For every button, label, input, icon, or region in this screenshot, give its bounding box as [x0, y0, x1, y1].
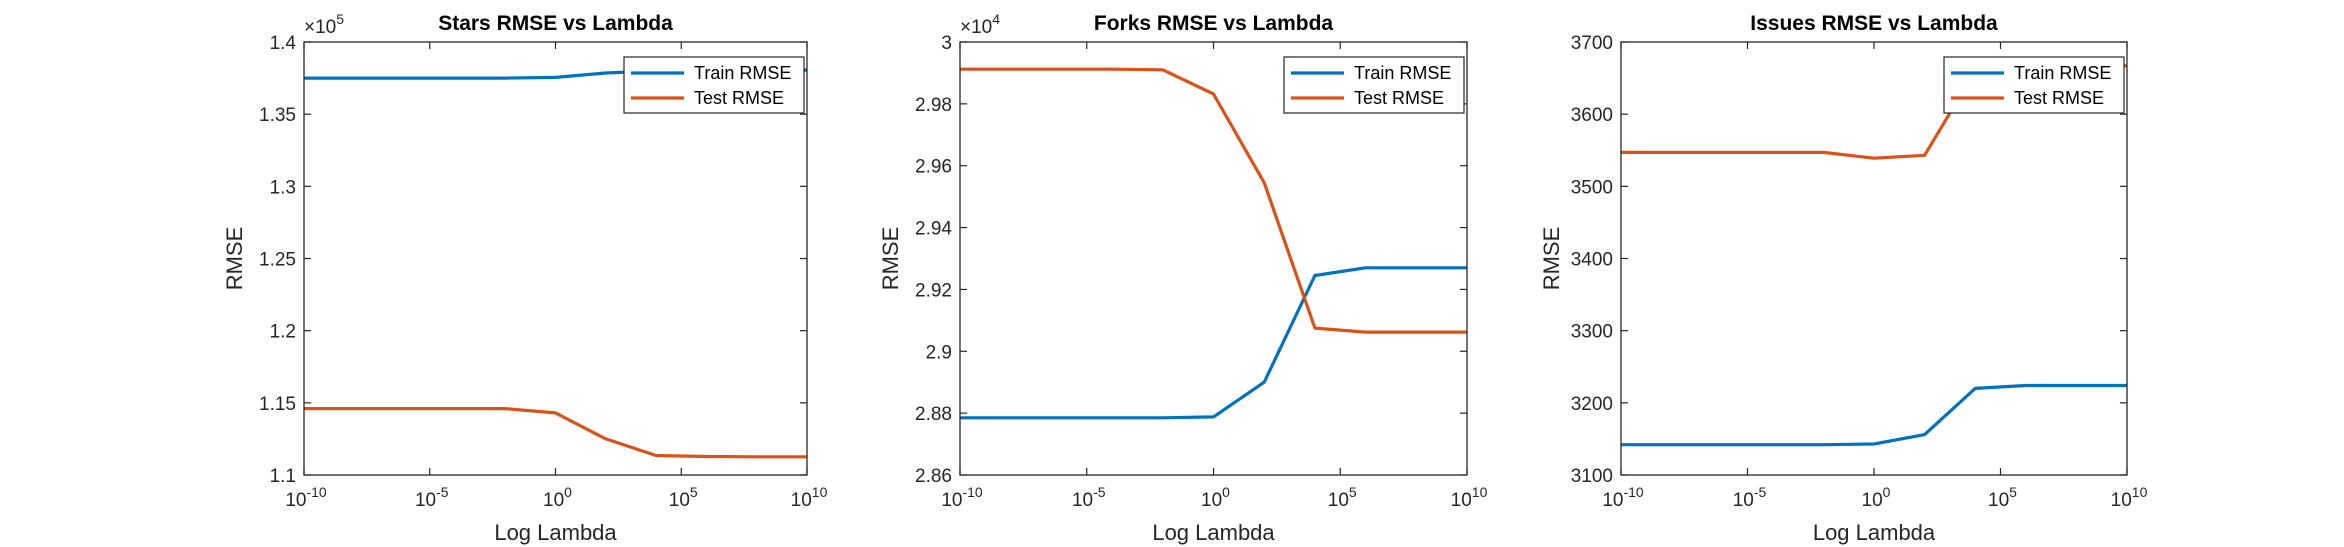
legend-label-train: Train RMSE — [1354, 63, 1451, 83]
legend-label-train: Train RMSE — [2014, 63, 2111, 83]
legend-label-test: Test RMSE — [2014, 88, 2104, 108]
y-tick-label: 3400 — [1571, 250, 1613, 271]
y-tick-label: 1.4 — [270, 33, 297, 54]
y-tick-label: 3 — [941, 33, 952, 54]
y-tick-label: 1.35 — [259, 105, 296, 126]
y-tick-label: 3700 — [1571, 33, 1613, 54]
y-tick-label: 2.96 — [915, 157, 952, 178]
y-tick-label: 2.86 — [915, 466, 952, 487]
y-tick-label: 2.92 — [915, 280, 952, 301]
y-tick-label: 1.15 — [259, 394, 296, 415]
y-tick-label: 3100 — [1571, 466, 1613, 487]
legend-box — [623, 56, 805, 114]
y-tick-label: 1.25 — [259, 250, 296, 271]
y-tick-label: 2.98 — [915, 95, 952, 116]
train-rmse-line — [960, 266, 1467, 420]
x-axis-label: Log Lambda — [494, 520, 617, 545]
x-axis-label: Log Lambda — [1813, 520, 1936, 545]
legend-label-train: Train RMSE — [694, 63, 791, 83]
y-tick-label: 1.2 — [270, 322, 296, 343]
chart-title: Stars RMSE vs Lambda — [438, 12, 673, 35]
y-tick-label: 3500 — [1571, 177, 1613, 198]
train-rmse-line — [1621, 383, 2127, 447]
y-tick-label: 3300 — [1571, 322, 1613, 343]
y-axis-label: RMSE — [222, 227, 247, 291]
y-axis-label: RMSE — [1539, 227, 1564, 291]
legend: Train RMSE Test RMSE — [1283, 56, 1465, 114]
y-tick-label: 2.9 — [926, 342, 952, 363]
legend-box — [1283, 56, 1465, 114]
y-tick-label: 1.1 — [270, 466, 296, 487]
plot-area — [304, 42, 807, 475]
chart-title: Issues RMSE vs Lambda — [1750, 12, 1998, 35]
y-tick-label: 1.3 — [270, 177, 296, 198]
y-tick-label: 2.88 — [915, 404, 952, 425]
legend: Train RMSE Test RMSE — [623, 56, 805, 114]
y-tick-label: 2.94 — [915, 219, 952, 240]
legend-label-test: Test RMSE — [1354, 88, 1444, 108]
plot-area — [960, 42, 1467, 475]
legend-label-test: Test RMSE — [694, 88, 784, 108]
x-axis-label: Log Lambda — [1152, 520, 1275, 545]
chart-panel-1: 1.11.151.21.251.31.351.410-10 10-5 100 105 1… — [222, 11, 828, 545]
test-rmse-line — [304, 407, 807, 459]
legend: Train RMSE Test RMSE — [1943, 56, 2125, 114]
test-rmse-line — [960, 67, 1467, 334]
chart-title: Forks RMSE vs Lambda — [1094, 12, 1334, 35]
y-tick-label: 3600 — [1571, 105, 1613, 126]
y-tick-label: 3200 — [1571, 394, 1613, 415]
legend-box — [1943, 56, 2125, 114]
y-axis-label: RMSE — [878, 227, 903, 291]
plot-area — [1621, 42, 2127, 475]
